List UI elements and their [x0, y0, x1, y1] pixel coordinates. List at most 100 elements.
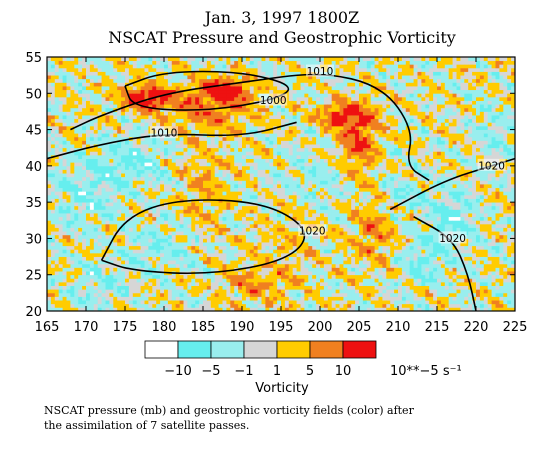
field-cell	[304, 96, 309, 101]
field-cell	[210, 238, 216, 243]
field-cell	[148, 289, 153, 294]
field-cell	[121, 231, 126, 236]
field-cell	[125, 198, 130, 203]
field-cell	[323, 260, 329, 265]
field-cell	[105, 93, 110, 98]
field-cell	[191, 151, 196, 156]
field-cell	[242, 231, 247, 236]
field-cell	[222, 151, 227, 156]
field-cell	[316, 57, 321, 62]
field-cell	[121, 227, 126, 232]
field-cell	[175, 75, 180, 80]
field-cell	[105, 209, 110, 214]
field-cell	[105, 198, 110, 203]
field-cell	[93, 191, 99, 196]
field-cell	[245, 300, 251, 305]
field-cell	[288, 118, 294, 123]
field-cell	[249, 60, 255, 65]
field-cell	[312, 133, 317, 138]
field-cell	[97, 307, 102, 311]
field-cell	[125, 147, 130, 152]
field-cell	[101, 93, 106, 98]
field-cell	[300, 187, 305, 192]
field-cell	[300, 165, 305, 170]
field-cell	[78, 165, 83, 170]
field-cell	[277, 307, 282, 311]
field-cell	[113, 64, 118, 69]
field-cell	[269, 289, 274, 294]
field-cell	[308, 271, 313, 276]
field-cell	[187, 209, 192, 214]
field-cell	[214, 271, 219, 276]
field-cell	[175, 136, 180, 141]
field-cell	[245, 125, 251, 130]
field-cell	[288, 184, 294, 189]
field-cell	[47, 278, 52, 283]
field-cell	[183, 267, 188, 272]
field-cell	[54, 231, 60, 236]
field-cell	[47, 180, 52, 185]
field-cell	[218, 296, 223, 301]
field-cell	[97, 216, 102, 221]
field-cell	[308, 107, 313, 112]
field-cell	[284, 289, 290, 294]
field-cell	[269, 111, 274, 116]
field-cell	[156, 180, 161, 185]
field-cell	[86, 180, 91, 185]
field-cell	[292, 57, 297, 62]
field-cell	[242, 271, 247, 276]
field-cell	[140, 274, 145, 279]
field-cell	[183, 205, 188, 210]
field-cell	[238, 202, 243, 207]
field-cell	[187, 71, 192, 76]
field-cell	[58, 242, 63, 247]
field-cell	[210, 176, 216, 181]
field-cell	[132, 144, 138, 149]
field-cell	[253, 249, 258, 254]
field-cell	[199, 223, 204, 228]
field-cell	[121, 249, 126, 254]
field-cell	[167, 300, 173, 305]
field-cell	[105, 234, 110, 239]
field-cell	[292, 238, 297, 243]
field-cell	[66, 154, 71, 159]
field-cell	[144, 191, 149, 196]
field-cell	[281, 57, 286, 62]
field-cell	[222, 115, 227, 120]
field-cell	[93, 231, 99, 236]
field-cell	[160, 57, 165, 62]
field-cell	[308, 133, 313, 138]
field-cell	[109, 213, 114, 218]
field-cell	[265, 252, 270, 257]
field-cell	[93, 125, 99, 130]
field-cell	[203, 57, 208, 62]
field-cell	[218, 165, 223, 170]
field-cell	[269, 191, 274, 196]
field-cell	[156, 227, 161, 232]
field-cell	[257, 144, 262, 149]
field-cell	[304, 136, 309, 141]
field-cell	[89, 133, 95, 138]
field-cell	[226, 136, 231, 141]
field-cell	[47, 285, 52, 290]
field-cell	[179, 111, 184, 116]
field-cell	[164, 184, 169, 189]
field-cell	[234, 140, 239, 145]
field-cell	[82, 194, 87, 199]
field-cell	[167, 147, 173, 152]
field-cell	[58, 205, 63, 210]
field-cell	[156, 115, 161, 120]
field-cell	[277, 57, 282, 62]
field-cell	[249, 104, 255, 109]
field-cell	[284, 231, 290, 236]
field-cell	[82, 303, 87, 308]
field-cell	[222, 249, 227, 254]
field-cell	[323, 278, 329, 283]
field-cell	[140, 231, 145, 236]
field-cell	[82, 256, 87, 261]
field-cell	[296, 158, 301, 163]
field-cell	[296, 67, 301, 72]
field-cell	[269, 249, 274, 254]
field-cell	[257, 86, 262, 91]
field-cell	[132, 209, 138, 214]
